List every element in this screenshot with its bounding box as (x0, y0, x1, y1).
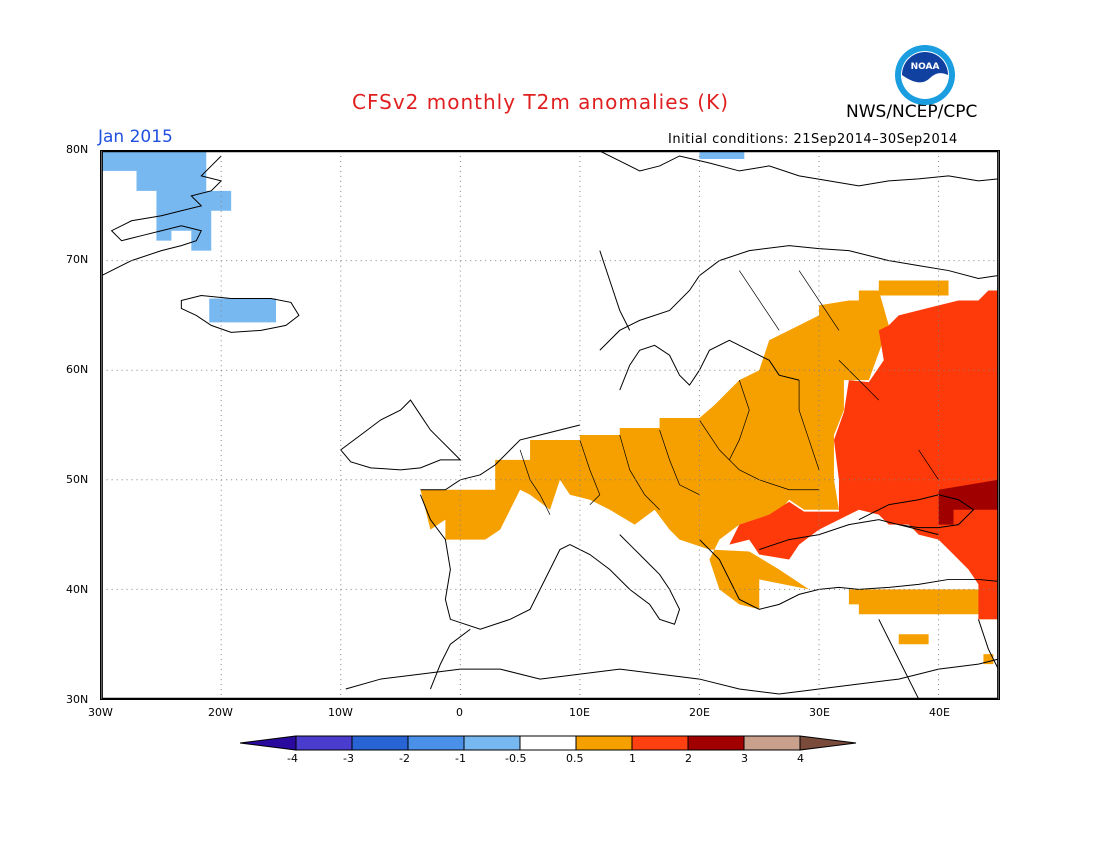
colorbar-label-minus3: -3 (343, 752, 354, 765)
colorbar-swatch-9 (743, 735, 801, 751)
colorbar-swatch-8 (687, 735, 745, 751)
lon-label-20w: 20W (208, 706, 233, 719)
negative-anomaly-regions (101, 151, 745, 323)
anomaly-map (100, 150, 1000, 700)
colorbar-label-0-5: 0.5 (566, 752, 584, 765)
colorbar-label-minus1: -1 (455, 752, 466, 765)
colorbar-label-1: 1 (629, 752, 636, 765)
valid-month-label: Jan 2015 (98, 127, 173, 147)
colorbar-label-4: 4 (797, 752, 804, 765)
colorbar-label-3: 3 (741, 752, 748, 765)
lon-label-10w: 10W (328, 706, 353, 719)
country-borders (519, 270, 939, 515)
colorbar-swatch-2 (351, 735, 409, 751)
colorbar-swatch-5 (519, 735, 577, 751)
map-title: CFSv2 monthly T2m anomalies (K) (352, 90, 729, 114)
colorbar-swatch-6 (575, 735, 633, 751)
lat-label-70n: 70N (66, 253, 89, 266)
initial-conditions-label: Initial conditions: 21Sep2014–30Sep2014 (668, 132, 958, 147)
colorbar-swatch-1 (295, 735, 353, 751)
agency-label: NWS/NCEP/CPC (846, 102, 978, 122)
colorbar-swatches (240, 735, 857, 751)
lon-label-30e: 30E (809, 706, 830, 719)
darkred-anomaly-region (938, 479, 999, 525)
colorbar-swatch-7 (631, 735, 689, 751)
lon-label-10e: 10E (569, 706, 590, 719)
lat-label-30n: 30N (66, 693, 89, 706)
lat-label-40n: 40N (66, 583, 89, 596)
logo-text: NOAA (911, 62, 940, 72)
lon-label-20e: 20E (689, 706, 710, 719)
colorbar-label-minus2: -2 (399, 752, 410, 765)
lat-label-50n: 50N (66, 473, 89, 486)
colorbar-label-minus0-5: -0.5 (505, 752, 527, 765)
colorbar (240, 735, 857, 751)
lat-label-80n: 80N (66, 143, 89, 156)
lat-label-60n: 60N (66, 363, 89, 376)
lon-label-30w: 30W (88, 706, 113, 719)
colorbar-label-minus4: -4 (287, 752, 298, 765)
colorbar-label-2: 2 (685, 752, 692, 765)
noaa-logo-icon: NOAA (895, 45, 955, 105)
red-anomaly-region (729, 290, 999, 620)
lon-label-40e: 40E (929, 706, 950, 719)
lon-label-0: 0 (456, 706, 463, 719)
colorbar-arrow-low (240, 735, 297, 751)
colorbar-arrow-high (799, 735, 857, 751)
lat-lon-grid (101, 151, 999, 699)
colorbar-swatch-4 (463, 735, 521, 751)
colorbar-swatch-3 (407, 735, 465, 751)
